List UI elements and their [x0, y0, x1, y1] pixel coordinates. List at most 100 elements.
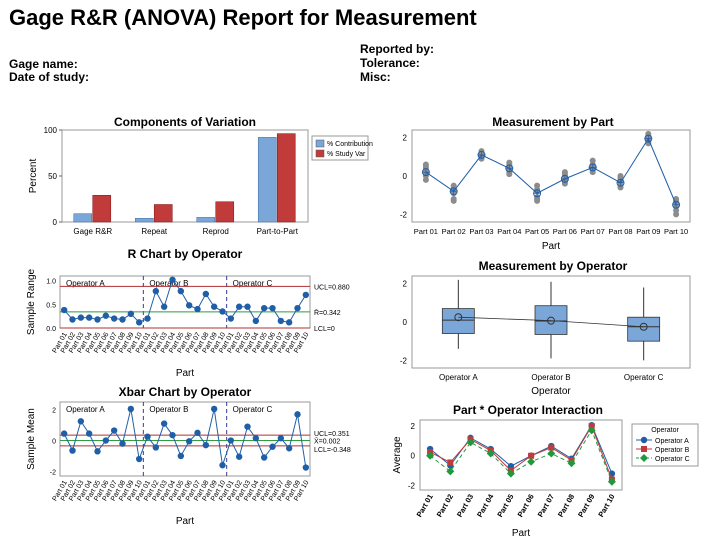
xbar-point — [127, 405, 135, 413]
report-title: Gage R&R (ANOVA) Report for Measurement — [9, 5, 477, 30]
interaction-legend-label: Operator A — [655, 438, 689, 445]
xbar-xlabel: Part — [176, 516, 195, 527]
xbar-point — [235, 453, 243, 460]
by-part-category-label: Part 07 — [581, 227, 605, 236]
xbar-ytick-label: 0 — [52, 439, 56, 446]
xbar-point — [260, 454, 268, 461]
rchart-point — [235, 303, 243, 310]
rchart-ytick-label: 0.0 — [46, 326, 56, 333]
rchart-point — [85, 314, 93, 321]
components-category-label: Part-to-Part — [257, 227, 299, 236]
xbar-point — [294, 411, 301, 418]
by-part-mean-line — [425, 137, 677, 205]
components-bar-study-var — [276, 133, 296, 223]
rchart-ytick-label: 1.0 — [46, 279, 56, 286]
components-category-label: Repeat — [141, 227, 168, 236]
xbar-point — [60, 430, 68, 437]
rchart-point — [194, 305, 201, 313]
by-part-category-label: Part 09 — [636, 227, 660, 236]
components-bar-contribution — [73, 213, 93, 223]
rchart-point — [152, 287, 160, 295]
interaction-xlabel: Part — [512, 528, 531, 539]
xbar-point — [202, 441, 210, 449]
rchart-point — [94, 316, 101, 323]
rchart-title: R Chart by Operator — [128, 247, 243, 261]
rchart-operator-label: Operator A — [66, 279, 105, 288]
interaction-point — [588, 422, 595, 429]
interaction-legend-marker — [640, 454, 648, 462]
interaction-legend-label: Operator B — [655, 447, 690, 454]
interaction-series-line — [429, 429, 613, 482]
interaction-category-label: Part 09 — [576, 493, 596, 519]
components-bar-contribution — [196, 217, 216, 223]
xbar-point — [227, 437, 235, 444]
reported-by-label: Reported by: — [360, 42, 435, 56]
components-ytick-label: 50 — [48, 172, 57, 181]
by-operator-category-label: Operator A — [439, 373, 478, 382]
rchart-point — [277, 317, 285, 325]
xbar-point — [244, 423, 251, 430]
components-category-label: Gage R&R — [73, 227, 112, 236]
interaction-point — [506, 469, 515, 478]
xbar-point — [152, 444, 160, 451]
by-part-category-label: Part 01 — [414, 227, 438, 236]
rchart-point — [285, 319, 293, 326]
interaction-ytick-label: 0 — [411, 452, 416, 461]
by-part-observation — [450, 197, 457, 204]
interaction-point — [426, 451, 435, 460]
xbar-point — [177, 452, 185, 460]
by-part-ytick-label: 2 — [403, 134, 408, 143]
by-operator-category-label: Operator C — [624, 373, 664, 382]
rchart-point — [77, 314, 85, 321]
rchart-point — [244, 303, 251, 310]
xbar-center-label: X̄=0.002 — [314, 437, 340, 445]
interaction-point — [587, 426, 596, 435]
rchart-lcl-label: LCL=0 — [314, 326, 335, 333]
components-bar-study-var — [92, 195, 112, 223]
interaction-series-line — [429, 424, 613, 480]
rchart-point — [160, 303, 168, 310]
interaction-point — [547, 449, 556, 458]
by-part-category-label: Part 03 — [469, 227, 493, 236]
xbar-operator-label: Operator B — [149, 405, 188, 414]
rchart-point — [102, 312, 110, 319]
components-ytick-label: 0 — [53, 218, 58, 227]
rchart-point — [294, 304, 301, 312]
interaction-point — [446, 467, 455, 476]
by-part-category-label: Part 08 — [608, 227, 632, 236]
components-ytick-label: 100 — [44, 126, 58, 135]
components-bar-study-var — [153, 204, 173, 223]
rchart-point — [119, 316, 126, 323]
xbar-operator-label: Operator A — [66, 405, 105, 414]
rchart-operator-label: Operator C — [233, 279, 273, 288]
components-title: Components of Variation — [114, 115, 256, 129]
rchart-point — [210, 303, 218, 310]
interaction-category-label: Part 02 — [435, 493, 455, 519]
components-bar-study-var — [215, 201, 235, 223]
xbar-point — [169, 431, 176, 439]
interaction-category-label: Part 08 — [556, 493, 576, 519]
xbar-operator-label: Operator C — [233, 405, 273, 414]
xbar-point — [302, 464, 310, 471]
xbar-plot-area — [59, 401, 311, 477]
misc-label: Misc: — [360, 70, 391, 84]
components-legend-swatch — [315, 149, 325, 158]
by-operator-mean-marker — [454, 313, 463, 322]
by-operator-ytick-label: -2 — [400, 356, 408, 365]
by-operator-xlabel: Operator — [531, 386, 571, 397]
components-legend-swatch — [315, 139, 325, 148]
xbar-point — [210, 405, 218, 413]
rchart-point — [144, 315, 151, 322]
rchart-point — [252, 317, 260, 325]
rchart-point — [177, 287, 185, 295]
by-operator-ytick-label: 0 — [403, 318, 408, 327]
components-legend-label: % Study Var — [327, 151, 366, 158]
rchart-center-label: R̄=0.342 — [314, 309, 341, 317]
xbar-point — [94, 448, 101, 455]
by-part-observation — [422, 163, 429, 170]
interaction-category-label: Part 10 — [596, 493, 616, 519]
date-of-study-label: Date of study: — [9, 70, 90, 84]
xbar-point — [135, 455, 143, 463]
rchart-point — [302, 291, 310, 299]
interaction-point — [466, 438, 475, 447]
